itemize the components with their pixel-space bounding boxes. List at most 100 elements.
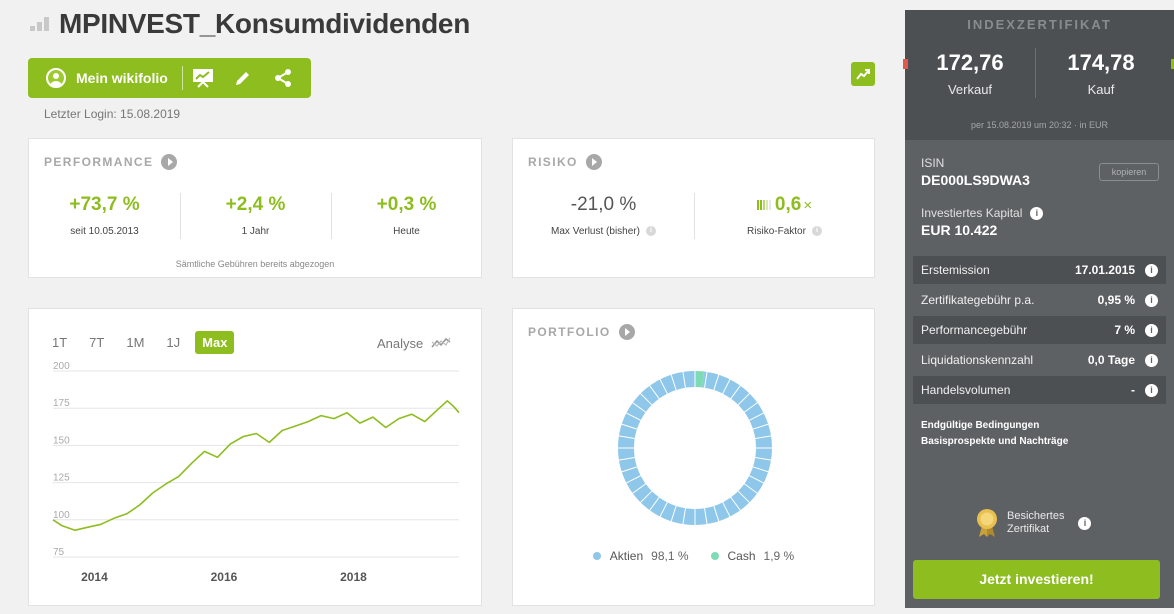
price-line-chart: 200 175 150 125 100 75 2014 2016 2018 <box>52 361 460 584</box>
secured-label: Besichertes Zertifikat <box>1007 510 1065 535</box>
donut-separator <box>617 435 636 440</box>
detail-key: Performancegebühr <box>921 323 1028 337</box>
donut-separator <box>659 501 669 518</box>
divider <box>331 193 332 239</box>
user-icon <box>46 68 66 88</box>
portfolio-heading-label: PORTFOLIO <box>528 325 611 339</box>
sell-value: 172,76 <box>936 50 1004 75</box>
invest-now-button[interactable]: Jetzt investieren! <box>913 560 1160 599</box>
info-icon[interactable]: i <box>1078 516 1092 530</box>
tab-7t[interactable]: 7T <box>89 335 105 350</box>
isin-value: DE000LS9DWA3 <box>921 172 1030 188</box>
range-tabs: 1T 7T 1M 1J Max <box>45 331 235 354</box>
portfolio-heading[interactable]: PORTFOLIO <box>528 324 635 340</box>
arrow-right-icon[interactable] <box>618 324 635 340</box>
pencil-icon <box>235 72 249 85</box>
performance-card: PERFORMANCE +73,7 % seit 10.05.2013 +2,4… <box>28 138 482 278</box>
info-icon[interactable]: i <box>1145 353 1158 367</box>
donut-separator <box>620 423 639 430</box>
tab-max[interactable]: Max <box>195 331 235 354</box>
detail-key: Erstemission <box>921 263 990 277</box>
risk-heading[interactable]: RISIKO <box>528 154 602 170</box>
copy-isin-button[interactable]: kopieren <box>1099 163 1159 181</box>
info-icon[interactable]: i <box>1145 323 1158 337</box>
x-tick-label: 2018 <box>340 570 367 584</box>
donut-separator <box>737 392 751 406</box>
performance-value: +0,3 % <box>376 194 437 215</box>
tab-1j[interactable]: 1J <box>166 335 181 350</box>
max-loss-value: -21,0 % <box>570 194 637 215</box>
medal-icon <box>977 509 997 537</box>
donut-slice-aktien <box>618 371 772 525</box>
y-tick-label: 100 <box>53 510 70 521</box>
chart-view-button[interactable] <box>851 62 875 86</box>
capital-label-row: Investiertes Kapital i <box>921 206 1044 220</box>
share-button[interactable] <box>263 58 303 98</box>
donut-separator <box>729 496 742 512</box>
price-panel: INDEXZERTIFIKAT 172,76 Verkauf 174,78 Ka… <box>903 10 1174 140</box>
detail-key: Liquidationskennzahl <box>921 353 1034 367</box>
risk-card: RISIKO -21,0 % Max Verlust (bisher) i 0,6… <box>512 138 875 278</box>
arrow-right-icon[interactable] <box>161 154 178 170</box>
y-tick-label: 75 <box>53 547 65 558</box>
legend-item-cash: Cash 1,9 % <box>710 549 794 563</box>
mein-wikifolio-button[interactable]: Mein wikifolio <box>28 58 182 98</box>
performance-heading[interactable]: PERFORMANCE <box>44 154 178 170</box>
final-terms-link[interactable]: Endgültige Bedingungen <box>921 420 1040 431</box>
max-loss-stat: -21,0 % Max Verlust (bisher) i <box>513 194 694 237</box>
buy-marker <box>1171 59 1174 69</box>
legend-dot <box>592 552 601 560</box>
donut-separator <box>631 401 647 414</box>
prospectus-link[interactable]: Basisprospekte und Nachträge <box>921 436 1069 447</box>
legend-label: Cash <box>727 549 756 563</box>
analyse-button[interactable]: Analyse <box>377 335 451 351</box>
info-icon[interactable]: i <box>1145 263 1158 277</box>
detail-key: Zertifikategebühr p.a. <box>921 293 1035 307</box>
sell-label: Verkauf <box>947 82 993 97</box>
y-tick-label: 175 <box>53 398 70 409</box>
info-icon[interactable]: i <box>1145 293 1158 307</box>
legend-pct: 98,1 % <box>651 549 689 563</box>
performance-heading-label: PERFORMANCE <box>44 155 154 169</box>
donut-separator <box>751 423 770 430</box>
detail-value: 0,95 % <box>1097 293 1135 307</box>
toolbar-divider <box>181 66 183 90</box>
risk-level-icon <box>756 200 771 210</box>
donut-separator <box>743 401 759 414</box>
detail-row-fee: Zertifikategebühr p.a. 0,95 % i <box>913 286 1166 314</box>
page-title: MPINVEST_Konsumdividenden <box>59 8 470 39</box>
tab-1t[interactable]: 1T <box>52 335 68 350</box>
donut-separator <box>721 501 731 518</box>
risk-factor-row: 0,6 × <box>694 194 875 216</box>
donut-separator <box>748 412 765 422</box>
donut-separator <box>713 373 720 392</box>
info-icon[interactable]: i <box>811 226 822 237</box>
donut-separator <box>639 392 653 406</box>
info-icon[interactable]: i <box>1030 206 1044 220</box>
price-chart-card: 1T 7T 1M 1J Max Analyse 200 175 150 125 100 7… <box>28 308 482 606</box>
arrow-right-icon[interactable] <box>585 154 602 170</box>
donut-separator <box>670 373 677 392</box>
tab-1m[interactable]: 1M <box>126 335 145 350</box>
donut-separator <box>754 435 773 440</box>
isin-label: ISIN <box>921 156 945 170</box>
donut-separator <box>639 490 653 504</box>
donut-separator <box>659 378 669 395</box>
presentation-button[interactable] <box>183 58 223 98</box>
divider <box>1035 48 1036 98</box>
analyse-icon <box>431 337 451 348</box>
risk-factor-label-row: Risiko-Faktor i <box>694 226 875 237</box>
info-icon[interactable]: i <box>645 226 656 237</box>
donut-separator <box>713 504 720 523</box>
donut-separator <box>682 507 687 526</box>
analyse-label: Analyse <box>377 335 424 351</box>
donut-separator <box>682 370 687 389</box>
edit-button[interactable] <box>223 58 263 98</box>
info-icon[interactable]: i <box>1145 383 1158 397</box>
performance-stat-1y: +2,4 % 1 Jahr <box>180 194 331 237</box>
performance-label: Heute <box>393 226 420 237</box>
detail-row-erstemission: Erstemission 17.01.2015 i <box>913 256 1166 284</box>
detail-value: 0,0 Tage <box>1087 353 1135 367</box>
donut-separator <box>743 482 759 495</box>
sidebar-heading: INDEXZERTIFIKAT <box>967 17 1112 32</box>
